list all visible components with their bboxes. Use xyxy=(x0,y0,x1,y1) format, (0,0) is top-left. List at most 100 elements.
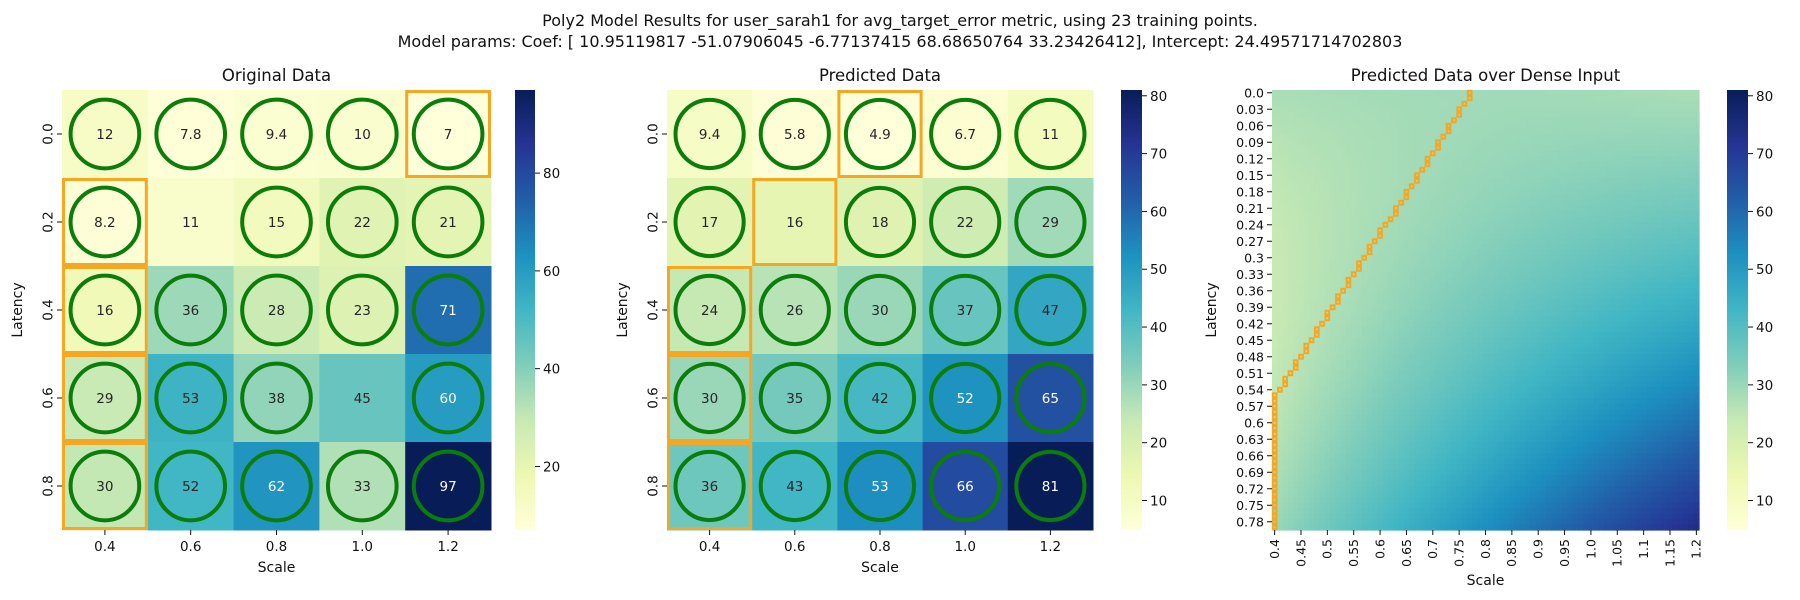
dense-cell xyxy=(1598,95,1605,102)
training-point-circle xyxy=(929,185,1002,259)
dense-cell xyxy=(1345,326,1352,333)
cell-value: 11 xyxy=(1042,127,1059,143)
dense-cell xyxy=(1588,403,1595,410)
dense-cell xyxy=(1688,101,1695,108)
dense-cell xyxy=(1535,106,1542,113)
dense-cell xyxy=(1561,189,1568,196)
dense-cell xyxy=(1456,398,1463,405)
dense-cell xyxy=(1614,145,1621,152)
dense-cell xyxy=(1503,392,1510,399)
dense-cell xyxy=(1372,387,1379,394)
dense-cell xyxy=(1335,398,1342,405)
dense-cell xyxy=(1625,189,1632,196)
dense-cell xyxy=(1651,211,1658,218)
dense-cell xyxy=(1535,293,1542,300)
dense-cell xyxy=(1387,387,1394,394)
dense-cell xyxy=(1572,337,1579,344)
dense-cell xyxy=(1630,134,1637,141)
dense-cell xyxy=(1583,321,1589,328)
dense-cell xyxy=(1398,409,1405,416)
dense-cell xyxy=(1667,376,1674,383)
dense-cell xyxy=(1683,370,1690,377)
dense-cell xyxy=(1651,227,1658,234)
dense-cell xyxy=(1609,255,1616,262)
dense-cell xyxy=(1403,145,1410,152)
dense-cell xyxy=(1293,409,1299,416)
dense-cell xyxy=(1440,403,1447,410)
dense-cell xyxy=(1282,271,1289,278)
dense-cell xyxy=(1472,354,1479,361)
dense-cell xyxy=(1361,249,1368,256)
heatmap-cell xyxy=(667,90,753,179)
dense-cell xyxy=(1393,343,1400,350)
dense-cell xyxy=(1509,216,1516,223)
dense-cell xyxy=(1667,238,1674,245)
dense-cell xyxy=(1630,194,1637,201)
dense-cell xyxy=(1551,128,1558,135)
dense-cell xyxy=(1319,227,1326,234)
dense-cell xyxy=(1372,156,1379,163)
dense-cell xyxy=(1472,288,1479,295)
dense-cell xyxy=(1609,304,1616,311)
dense-cell xyxy=(1540,150,1547,157)
dense-cell xyxy=(1424,244,1431,251)
dense-cell xyxy=(1340,365,1347,372)
dense-cell xyxy=(1351,134,1357,141)
dense-cell xyxy=(1445,249,1452,256)
dense-cell xyxy=(1482,365,1489,372)
dense-cell xyxy=(1287,106,1294,113)
dense-cell xyxy=(1372,288,1379,295)
dense-cell xyxy=(1546,112,1552,119)
dense-cell xyxy=(1677,403,1684,410)
dense-cell xyxy=(1435,271,1442,278)
dense-cell xyxy=(1430,348,1437,355)
dense-cell xyxy=(1625,354,1632,361)
dense-cell xyxy=(1540,249,1547,256)
dense-cell xyxy=(1683,376,1690,383)
dense-cell xyxy=(1683,271,1690,278)
dense-cell xyxy=(1693,381,1700,388)
dense-cell xyxy=(1572,398,1579,405)
dense-cell xyxy=(1456,260,1463,267)
dense-cell xyxy=(1335,304,1342,311)
dense-cell xyxy=(1530,211,1537,218)
dense-cell xyxy=(1677,332,1684,339)
dense-cell xyxy=(1625,348,1632,355)
dense-cell xyxy=(1530,266,1537,273)
dense-cell xyxy=(1619,139,1626,146)
dense-cell xyxy=(1693,403,1700,410)
dense-cell xyxy=(1393,304,1400,311)
dense-cell xyxy=(1382,310,1389,317)
dense-cell xyxy=(1635,249,1642,256)
dense-cell xyxy=(1435,222,1442,229)
dense-cell xyxy=(1482,387,1489,394)
dense-cell xyxy=(1472,156,1479,163)
dense-cell xyxy=(1688,304,1695,311)
dense-cell xyxy=(1461,398,1468,405)
dense-cell xyxy=(1530,293,1537,300)
dense-cell xyxy=(1393,299,1400,306)
dense-cell xyxy=(1319,161,1326,168)
dense-cell xyxy=(1641,266,1647,273)
dense-cell xyxy=(1451,156,1458,163)
dense-cell xyxy=(1435,288,1442,295)
dense-cell xyxy=(1467,200,1473,207)
dense-cell xyxy=(1588,381,1595,388)
dense-cell xyxy=(1604,95,1610,102)
dense-cell xyxy=(1287,348,1294,355)
dense-cell xyxy=(1345,244,1352,251)
dense-cell xyxy=(1366,282,1373,289)
dense-cell xyxy=(1366,101,1373,108)
dense-cell xyxy=(1662,134,1668,141)
dense-cell xyxy=(1525,343,1531,350)
dense-cell xyxy=(1604,211,1610,218)
dense-cell xyxy=(1467,150,1473,157)
dense-cell xyxy=(1287,112,1294,119)
dense-cell xyxy=(1440,145,1447,152)
dense-cell xyxy=(1382,238,1389,245)
dense-cell xyxy=(1293,145,1299,152)
dense-cell xyxy=(1503,167,1510,174)
dense-cell xyxy=(1277,167,1284,174)
dense-cell xyxy=(1593,365,1600,372)
